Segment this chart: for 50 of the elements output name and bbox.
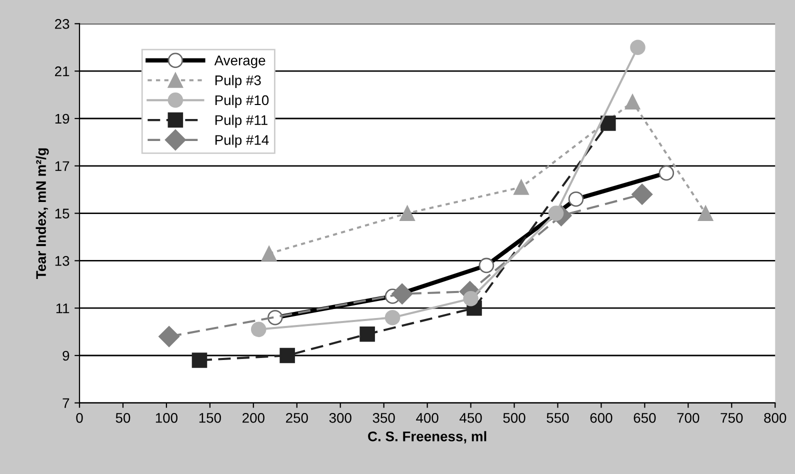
x-tick-label: 350: [372, 412, 395, 423]
point: [632, 184, 653, 205]
legend-label: Pulp #10: [215, 94, 269, 108]
point: [158, 326, 180, 348]
point: [280, 348, 295, 364]
y-tick-label: 17: [55, 161, 70, 171]
point: [400, 206, 415, 221]
y-tick-label: 21: [55, 66, 70, 76]
x-tick-label: 500: [503, 412, 526, 423]
x-tick-label: 600: [590, 412, 612, 423]
x-tick-label: 100: [156, 412, 178, 423]
y-tick-label: 13: [55, 256, 70, 266]
point: [698, 206, 714, 221]
x-tick-label: 800: [764, 412, 786, 423]
point: [624, 94, 640, 110]
point: [514, 180, 529, 195]
x-tick-label: 0: [76, 412, 83, 423]
point: [261, 246, 277, 262]
x-tick-label: 700: [677, 412, 700, 423]
x-tick-label: 200: [242, 412, 264, 423]
legend-label: Pulp #14: [215, 134, 269, 148]
point: [392, 283, 413, 304]
x-tick-label: 150: [199, 412, 221, 423]
x-tick-label: 650: [634, 412, 656, 423]
x-tick-label: 50: [116, 412, 130, 423]
y-tick-label: 7: [62, 398, 70, 408]
point: [192, 352, 208, 368]
point: [360, 326, 375, 342]
y-axis-title: Tear Index, mN m²/g: [36, 148, 49, 279]
x-tick-label: 550: [546, 412, 569, 423]
x-tick-label: 450: [460, 412, 482, 423]
point: [630, 40, 646, 56]
point: [250, 322, 266, 338]
x-axis-title: C. S. Freeness, ml: [368, 431, 486, 444]
x-tick-label: 300: [329, 412, 352, 423]
x-tick-label: 750: [720, 412, 743, 423]
point: [600, 116, 616, 131]
point: [384, 310, 400, 326]
y-tick-label: 23: [55, 19, 70, 29]
x-tick-label: 400: [416, 412, 438, 423]
y-tick-label: 19: [55, 114, 70, 124]
point: [463, 290, 478, 306]
y-tick-label: 11: [56, 304, 70, 314]
y-tick-label: 9: [62, 350, 70, 361]
x-tick-label: 250: [286, 412, 308, 423]
legend-label: Pulp #11: [215, 114, 268, 128]
legend-label: Average: [214, 56, 266, 68]
y-tick-label: 15: [55, 208, 70, 218]
legend-label: Pulp #3: [215, 75, 261, 88]
point: [548, 206, 564, 221]
